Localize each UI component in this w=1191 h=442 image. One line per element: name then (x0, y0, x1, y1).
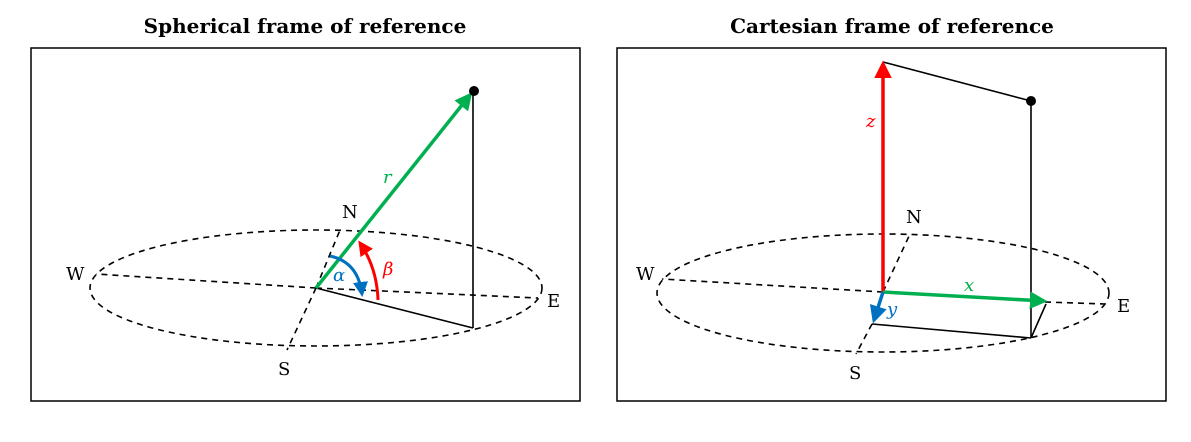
west-label: W (636, 264, 655, 285)
target-point (469, 86, 479, 96)
x-symbol: x (964, 275, 974, 296)
spherical-panel: N W E S r α β (30, 47, 581, 402)
elevation-symbol: β (382, 259, 393, 280)
y-projection-line (871, 323, 1032, 339)
horizon-ellipse (89, 229, 543, 347)
north-axis (882, 233, 911, 293)
y-symbol: y (886, 299, 898, 320)
cartesian-panel-title: Cartesian frame of reference (730, 14, 1054, 38)
west-axis (95, 273, 317, 289)
spherical-panel-title: Spherical frame of reference (143, 14, 467, 38)
radius-symbol: r (383, 167, 393, 188)
x-projection-line (1030, 303, 1047, 339)
z-symbol: z (865, 111, 876, 132)
east-label: E (1117, 296, 1130, 317)
target-point (1026, 96, 1036, 106)
cartesian-panel: N W E S z x y (616, 47, 1167, 402)
top-connector-line (882, 61, 1032, 102)
south-axis (855, 323, 873, 355)
x-axis-vector (882, 290, 1048, 309)
azimuth-arc (329, 254, 368, 297)
cartesian-panel-frame (616, 47, 1167, 402)
south-axis (286, 287, 317, 351)
elevation-arc (358, 240, 380, 301)
north-label: N (342, 202, 358, 223)
y-axis-vector (869, 291, 887, 324)
azimuth-symbol: α (333, 265, 345, 286)
spherical-panel-frame (30, 47, 581, 402)
south-label: S (849, 363, 861, 384)
west-axis (661, 278, 884, 293)
west-label: W (66, 264, 85, 285)
radius-vector (314, 92, 473, 290)
east-label: E (547, 291, 560, 312)
east-axis (315, 287, 539, 299)
projection-line (315, 287, 474, 329)
south-label: S (278, 359, 290, 380)
north-label: N (906, 207, 922, 228)
east-axis (1044, 301, 1106, 305)
